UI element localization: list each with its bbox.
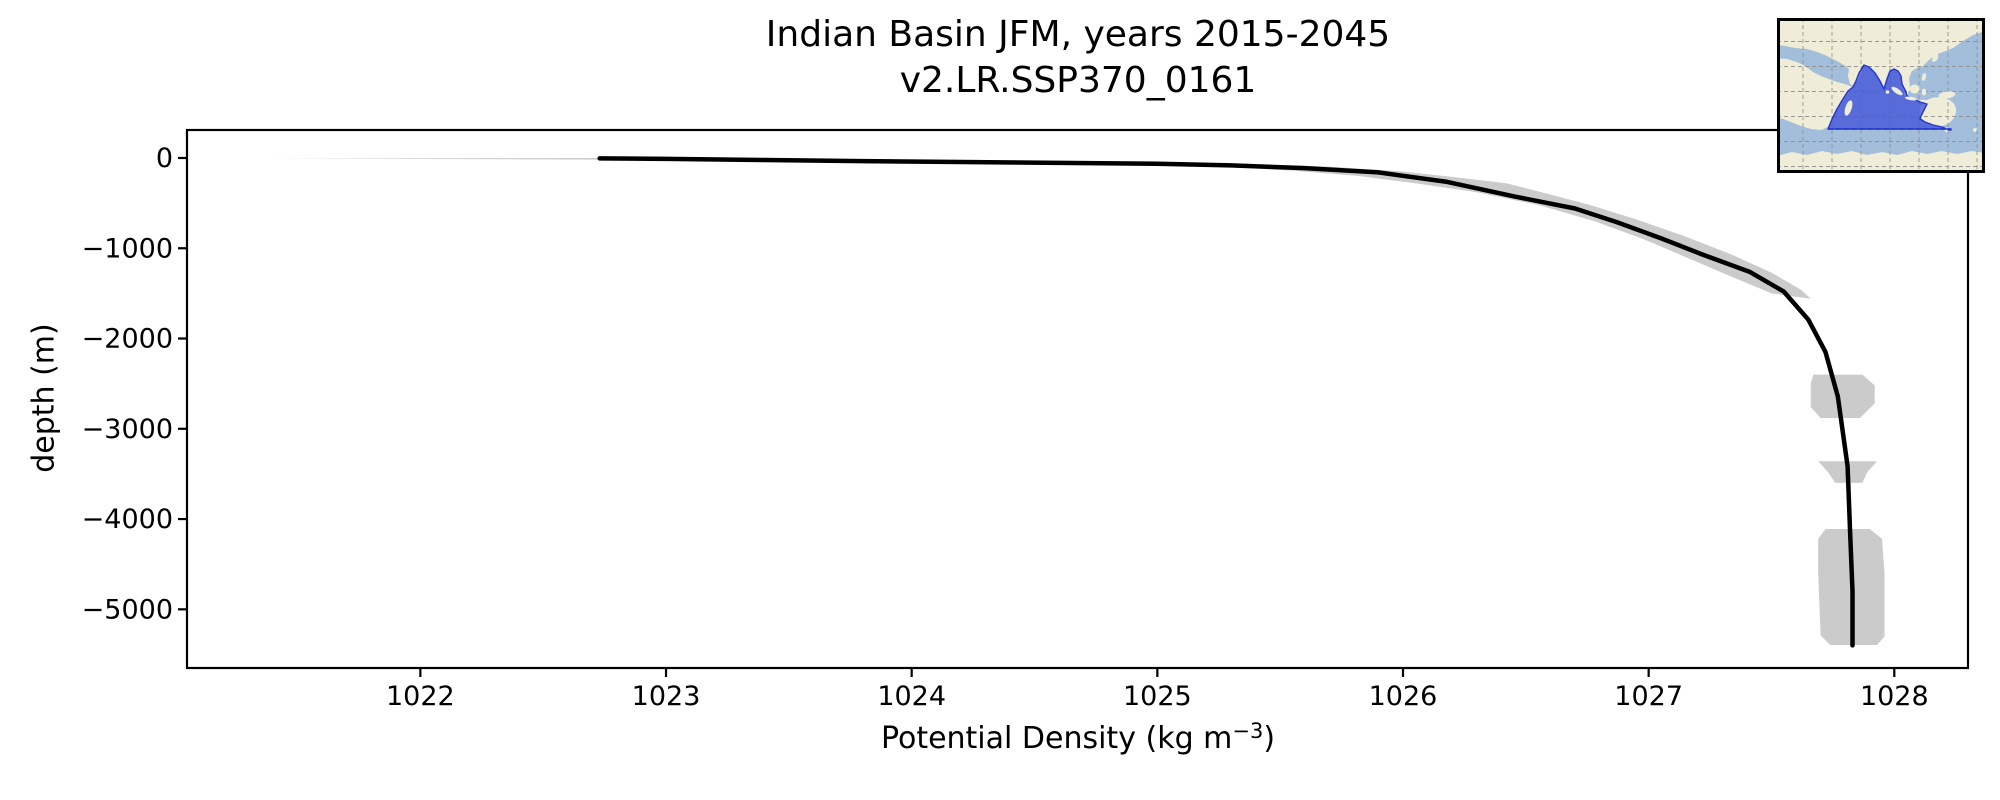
- figure-subtitle: v2.LR.SSP370_0161: [899, 60, 1257, 101]
- y-axis-tick-label: −1000: [82, 233, 173, 264]
- inset-land-nz: [1973, 128, 1977, 132]
- y-axis-tick-label: −4000: [82, 504, 173, 535]
- x-axis-label-text: Potential Density (kg m: [880, 721, 1233, 756]
- y-axis-tick-label: −3000: [82, 414, 173, 445]
- x-axis-tick-label: 1027: [1614, 681, 1683, 712]
- x-axis-tick-label: 1022: [386, 681, 455, 712]
- y-axis-tick-label: 0: [156, 143, 173, 174]
- inset-border: [1777, 18, 1985, 173]
- x-axis-tick-label: 1024: [877, 681, 946, 712]
- x-axis-tick-label: 1026: [1369, 681, 1438, 712]
- mean-profile-line: [597, 156, 1855, 648]
- y-axis-tick-label: −2000: [82, 324, 173, 355]
- inset-highlight-indian-basin: [1827, 64, 1952, 131]
- inset-land-antarctica: [1777, 151, 1985, 173]
- x-axis-label: Potential Density (kg m−3): [881, 719, 1275, 756]
- x-axis-label-exponent: −3: [1232, 719, 1264, 743]
- inset-land-japan: [1932, 46, 1939, 62]
- x-axis-label-suffix: ): [1263, 721, 1276, 756]
- x-axis-tick-label: 1023: [632, 681, 701, 712]
- uncertainty-band: [1810, 374, 1875, 418]
- inset-land-eurasia: [1777, 18, 1985, 96]
- figure-title: Indian Basin JFM, years 2015-2045: [765, 14, 1391, 55]
- x-axis-tick-label: 1028: [1860, 681, 1929, 712]
- plot-border: [185, 128, 1970, 670]
- y-axis-label: depth (m): [26, 323, 62, 473]
- inset-islands: [1844, 73, 1956, 116]
- inset-land-africa: [1777, 58, 1853, 130]
- inset-land-australia: [1919, 97, 1957, 127]
- x-axis-tick-label: 1025: [1123, 681, 1192, 712]
- y-axis-tick-label: −5000: [82, 594, 173, 625]
- inset-map-indian-basin: [1777, 18, 1985, 173]
- uncertainty-band: [268, 158, 1811, 299]
